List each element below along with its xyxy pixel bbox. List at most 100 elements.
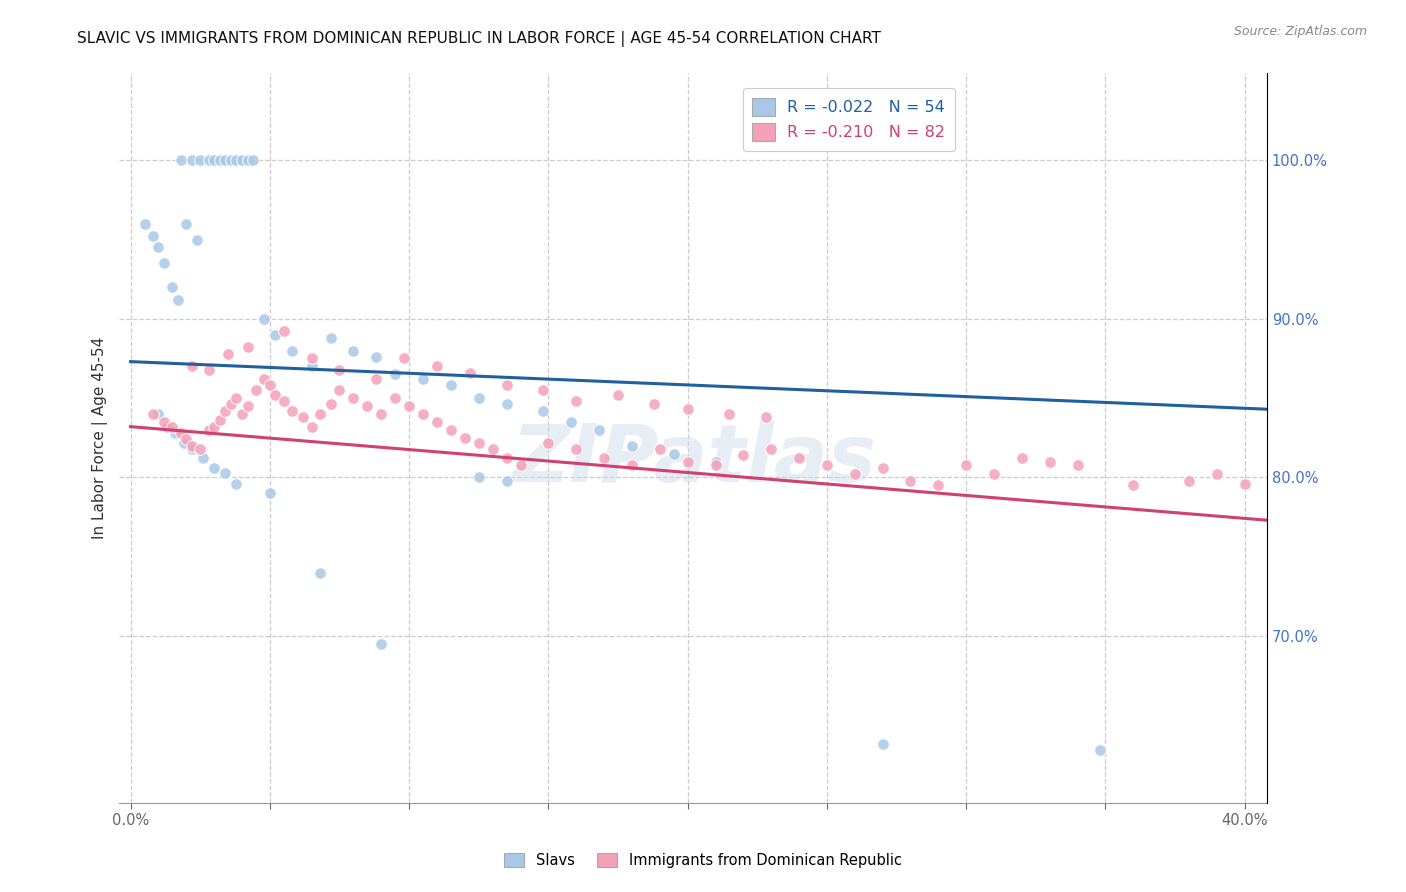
Point [134,217,156,231]
Point [398,399,420,413]
Point [676,402,699,417]
Text: ZIPatlas: ZIPatlas [510,421,876,499]
Point [620,458,643,472]
Point [440,423,463,437]
Point [281,404,304,418]
Point [364,350,387,364]
Point [495,397,517,411]
Point [273,325,295,339]
Point [1122,478,1144,492]
Point [180,153,202,168]
Point [356,399,378,413]
Point [148,407,170,421]
Point [955,458,977,472]
Point [165,425,187,440]
Point [236,153,259,168]
Point [142,229,165,244]
Point [321,397,343,411]
Point [787,451,810,466]
Point [983,467,1005,482]
Point [214,153,236,168]
Point [259,486,281,500]
Point [531,404,554,418]
Point [264,388,287,402]
Point [231,407,253,421]
Point [531,383,554,397]
Point [142,407,165,421]
Point [364,372,387,386]
Point [468,435,491,450]
Point [384,368,406,382]
Point [370,637,392,651]
Point [607,388,630,402]
Y-axis label: In Labor Force | Age 45-54: In Labor Force | Age 45-54 [93,336,108,539]
Point [180,442,202,456]
Point [1205,467,1227,482]
Point [412,407,434,421]
Point [281,343,304,358]
Point [872,737,894,751]
Point [188,442,211,456]
Point [197,362,219,376]
Point [292,410,315,425]
Point [174,217,197,231]
Point [197,153,219,168]
Point [1039,454,1062,468]
Point [219,153,242,168]
Point [170,153,193,168]
Point [162,280,184,294]
Point [844,467,866,482]
Point [208,153,231,168]
Point [191,451,214,466]
Point [643,397,665,411]
Point [225,153,247,168]
Point [253,372,276,386]
Point [370,407,392,421]
Point [481,442,503,456]
Legend: R = -0.022   N = 54, R = -0.210   N = 82: R = -0.022 N = 54, R = -0.210 N = 82 [742,88,955,151]
Point [662,447,685,461]
Point [273,394,295,409]
Point [704,458,727,472]
Point [197,423,219,437]
Point [174,433,197,447]
Point [565,442,588,456]
Point [392,351,415,366]
Point [872,461,894,475]
Point [588,423,610,437]
Point [648,442,671,456]
Point [593,451,616,466]
Point [676,454,699,468]
Point [170,425,193,440]
Text: SLAVIC VS IMMIGRANTS FROM DOMINICAN REPUBLIC IN LABOR FORCE | AGE 45-54 CORRELAT: SLAVIC VS IMMIGRANTS FROM DOMINICAN REPU… [77,31,882,47]
Point [495,378,517,392]
Point [537,435,560,450]
Point [328,362,350,376]
Point [202,419,225,434]
Point [153,256,176,270]
Point [214,404,236,418]
Point [219,397,242,411]
Point [468,391,491,405]
Point [208,413,231,427]
Point [321,331,343,345]
Point [1011,451,1033,466]
Point [1066,458,1088,472]
Point [328,383,350,397]
Point [900,474,922,488]
Point [815,458,838,472]
Point [186,233,208,247]
Point [231,153,253,168]
Point [264,327,287,342]
Point [342,343,364,358]
Point [309,407,332,421]
Point [1233,476,1256,491]
Point [384,391,406,405]
Point [460,366,482,380]
Point [236,399,259,413]
Point [342,391,364,405]
Point [180,359,202,374]
Point [245,383,267,397]
Point [755,410,778,425]
Point [495,451,517,466]
